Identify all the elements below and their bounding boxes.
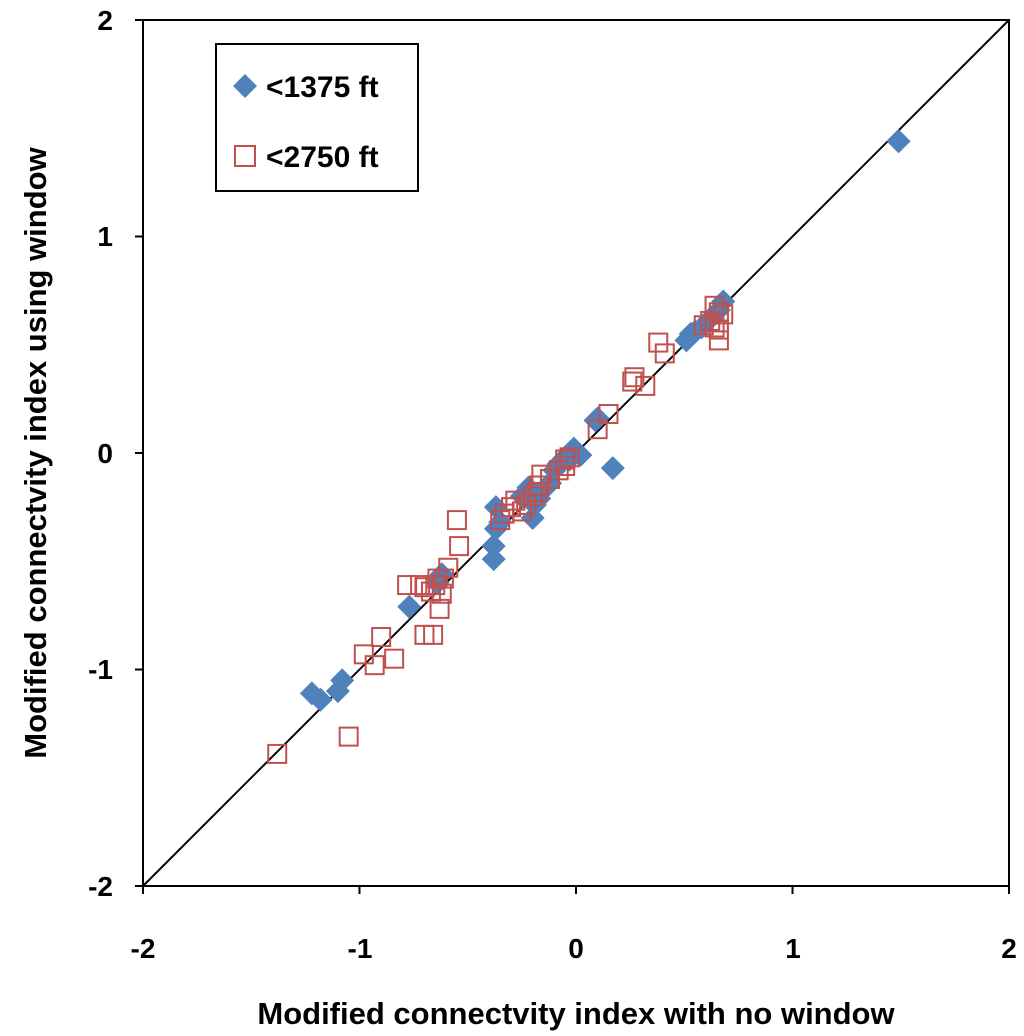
y-axis-ticks	[135, 19, 143, 887]
data-point-square	[598, 404, 619, 425]
x-axis-tick-labels: -2 -1 0 1 2	[131, 933, 1017, 964]
data-point-square	[708, 319, 729, 340]
legend: <1375 ft <2750 ft	[215, 43, 419, 192]
data-point-square	[384, 648, 405, 669]
x-tick-label: 1	[785, 933, 801, 964]
data-point-square	[555, 455, 576, 476]
data-point-square	[267, 743, 288, 764]
data-point-square	[693, 315, 714, 336]
y-tick-label: 2	[97, 5, 113, 36]
data-point-square	[527, 481, 548, 502]
x-tick-label: -1	[348, 933, 373, 964]
legend-label-series-1: <1375 ft	[266, 71, 379, 104]
x-axis-ticks	[142, 886, 1010, 894]
data-point-square	[501, 497, 522, 518]
data-point-diamond	[481, 534, 506, 559]
data-point-square	[364, 655, 385, 676]
data-point-diamond	[299, 681, 324, 706]
x-tick-label: 2	[1001, 933, 1017, 964]
data-point-square	[654, 343, 675, 364]
data-point-square	[414, 624, 435, 645]
data-point-diamond	[520, 505, 545, 530]
data-point-square	[353, 644, 374, 665]
legend-marker-square-icon	[234, 145, 256, 167]
y-tick-label: 1	[97, 221, 113, 252]
data-point-square	[371, 627, 392, 648]
y-tick-label: -2	[88, 871, 113, 902]
data-point-diamond	[325, 679, 350, 704]
data-point-square	[410, 575, 431, 596]
data-point-square	[704, 317, 725, 338]
data-point-diamond	[600, 456, 625, 481]
x-axis-title: Modified connectvity index with no windo…	[257, 996, 895, 1031]
data-point-diamond	[886, 129, 911, 154]
x-tick-label: -2	[131, 933, 156, 964]
data-points-layer	[267, 129, 911, 764]
data-point-square	[449, 536, 470, 557]
data-point-square	[648, 332, 669, 353]
data-point-square	[635, 375, 656, 396]
data-point-square	[397, 575, 418, 596]
series-2-points	[267, 295, 734, 764]
x-tick-label: 0	[568, 933, 584, 964]
data-point-square	[338, 726, 359, 747]
y-tick-label: -1	[88, 654, 113, 685]
data-point-square	[446, 510, 467, 531]
data-point-square	[490, 510, 511, 531]
data-point-square	[708, 330, 729, 351]
data-point-diamond	[397, 594, 422, 619]
data-point-square	[622, 371, 643, 392]
data-point-square	[505, 490, 526, 511]
y-axis-title: Modified connectvity index using window	[18, 146, 53, 758]
data-point-square	[429, 598, 450, 619]
data-point-square	[529, 475, 550, 496]
data-point-square	[516, 494, 537, 515]
data-point-square	[494, 503, 515, 524]
data-point-square	[438, 557, 459, 578]
y-tick-label: 0	[97, 438, 113, 469]
data-point-square	[587, 419, 608, 440]
y-axis-tick-labels: 2 1 0 -1 -2	[88, 5, 113, 902]
data-point-diamond	[481, 547, 506, 572]
legend-marker-diamond-icon	[233, 74, 257, 98]
legend-label-series-2: <2750 ft	[266, 141, 379, 174]
data-point-diamond	[674, 328, 699, 353]
